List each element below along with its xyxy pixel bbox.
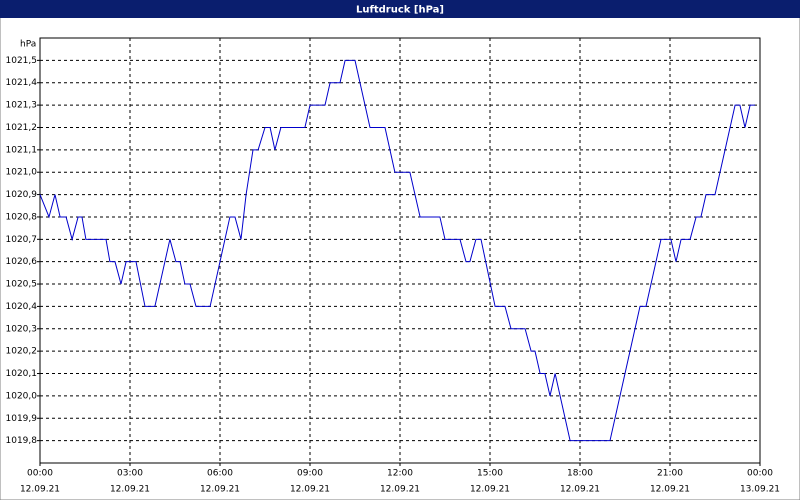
y-tick-label: 1020,3	[6, 324, 38, 334]
x-tick-label: 09:00	[297, 469, 323, 479]
y-tick-label: 1021,5	[6, 56, 38, 66]
y-tick-label: 1021,0	[6, 168, 38, 178]
x-tick-date: 12.09.21	[470, 485, 510, 495]
x-tick-date: 12.09.21	[560, 485, 600, 495]
x-tick-date: 12.09.21	[110, 485, 150, 495]
x-tick-label: 15:00	[477, 469, 503, 479]
y-tick-label: 1020,1	[6, 369, 38, 379]
x-tick-label: 21:00	[657, 469, 683, 479]
y-tick-label: 1020,6	[6, 257, 38, 267]
y-tick-label: 1021,1	[6, 145, 38, 155]
x-tick-date: 12.09.21	[20, 485, 60, 495]
x-tick-label: 12:00	[387, 469, 413, 479]
x-tick-date: 12.09.21	[650, 485, 690, 495]
y-tick-label: 1020,2	[6, 347, 38, 357]
y-tick-label: 1020,8	[6, 212, 38, 222]
x-tick-date: 13.09.21	[740, 485, 780, 495]
x-tick-label: 00:00	[747, 469, 773, 479]
x-tick-label: 03:00	[117, 469, 143, 479]
y-tick-label: 1019,9	[6, 414, 38, 424]
x-tick-date: 12.09.21	[290, 485, 330, 495]
y-unit: hPa	[20, 40, 36, 50]
x-tick-label: 06:00	[207, 469, 233, 479]
y-tick-label: 1021,2	[6, 123, 38, 133]
x-tick-label: 18:00	[567, 469, 593, 479]
title-bar	[0, 0, 800, 18]
x-tick-date: 12.09.21	[380, 485, 420, 495]
y-tick-label: 1021,3	[6, 101, 38, 111]
y-tick-label: 1020,4	[6, 302, 38, 312]
y-tick-label: 1020,9	[6, 190, 38, 200]
y-tick-label: 1020,7	[6, 235, 38, 245]
data-line	[39, 59, 755, 442]
chart-title: Luftdruck [hPa]	[356, 5, 444, 16]
y-tick-label: 1021,4	[6, 78, 38, 88]
y-tick-label: 1020,0	[6, 391, 38, 401]
x-tick-label: 00:00	[27, 469, 53, 479]
x-tick-date: 12.09.21	[200, 485, 240, 495]
y-tick-label: 1020,5	[6, 280, 38, 290]
y-tick-label: 1019,8	[6, 436, 38, 446]
